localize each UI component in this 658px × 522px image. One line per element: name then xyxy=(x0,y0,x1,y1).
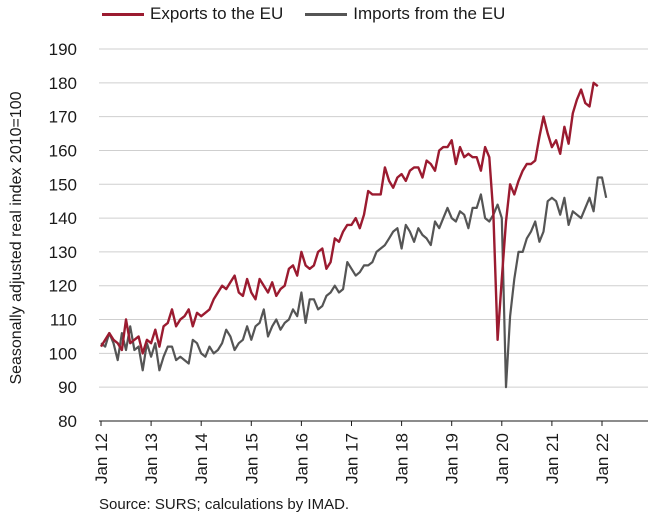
y-tick-label-140: 140 xyxy=(49,209,77,228)
y-tick-label-110: 110 xyxy=(50,311,77,330)
x-tick-label-6: Jan 18 xyxy=(393,433,412,484)
legend: Exports to the EU Imports from the EU xyxy=(102,4,505,24)
source-note: Source: SURS; calculations by IMAD. xyxy=(99,496,350,513)
x-tick-label-0: Jan 12 xyxy=(92,433,111,484)
y-tick-label-150: 150 xyxy=(49,175,77,194)
y-tick-label-170: 170 xyxy=(49,108,77,127)
y-tick-label-190: 190 xyxy=(49,40,77,59)
y-tick-label-130: 130 xyxy=(49,243,77,262)
x-tick-label-7: Jan 19 xyxy=(443,433,462,484)
y-tick-label-160: 160 xyxy=(49,141,77,160)
legend-item-imports: Imports from the EU xyxy=(305,4,505,24)
x-tick-label-3: Jan 15 xyxy=(242,433,261,484)
legend-label-exports: Exports to the EU xyxy=(150,4,284,23)
y-axis-ticks: 80 90 100 110 120 130 140 150 160 170 180 190 xyxy=(49,40,77,431)
y-axis-label: Seasonally adjusted real index 2010=100 xyxy=(8,91,25,385)
legend-label-imports: Imports from the EU xyxy=(353,4,506,23)
x-tick-label-5: Jan 17 xyxy=(342,433,361,484)
y-tick-label-180: 180 xyxy=(49,74,77,93)
x-axis-ticks: Jan 12 Jan 13 Jan 14 Jan 15 Jan 16 Jan 17 Jan … xyxy=(92,421,612,484)
legend-swatch-imports xyxy=(305,12,348,16)
series-line-imports xyxy=(100,176,608,389)
x-tick-label-1: Jan 13 xyxy=(142,433,161,484)
x-tick-label-10: Jan 22 xyxy=(593,433,612,484)
legend-item-exports: Exports to the EU xyxy=(102,4,283,24)
legend-swatch-exports xyxy=(102,12,144,16)
y-tick-label-90: 90 xyxy=(58,378,77,397)
y-tick-label-80: 80 xyxy=(58,412,77,431)
x-tick-label-4: Jan 16 xyxy=(292,433,311,484)
series-line-exports xyxy=(99,81,599,355)
x-tick-label-9: Jan 21 xyxy=(543,433,562,484)
x-tick-label-2: Jan 14 xyxy=(192,433,211,484)
x-tick-label-8: Jan 20 xyxy=(493,433,512,484)
y-tick-label-100: 100 xyxy=(49,344,77,363)
y-tick-label-120: 120 xyxy=(49,277,77,296)
gridlines xyxy=(99,48,648,388)
series-layer xyxy=(99,81,608,389)
